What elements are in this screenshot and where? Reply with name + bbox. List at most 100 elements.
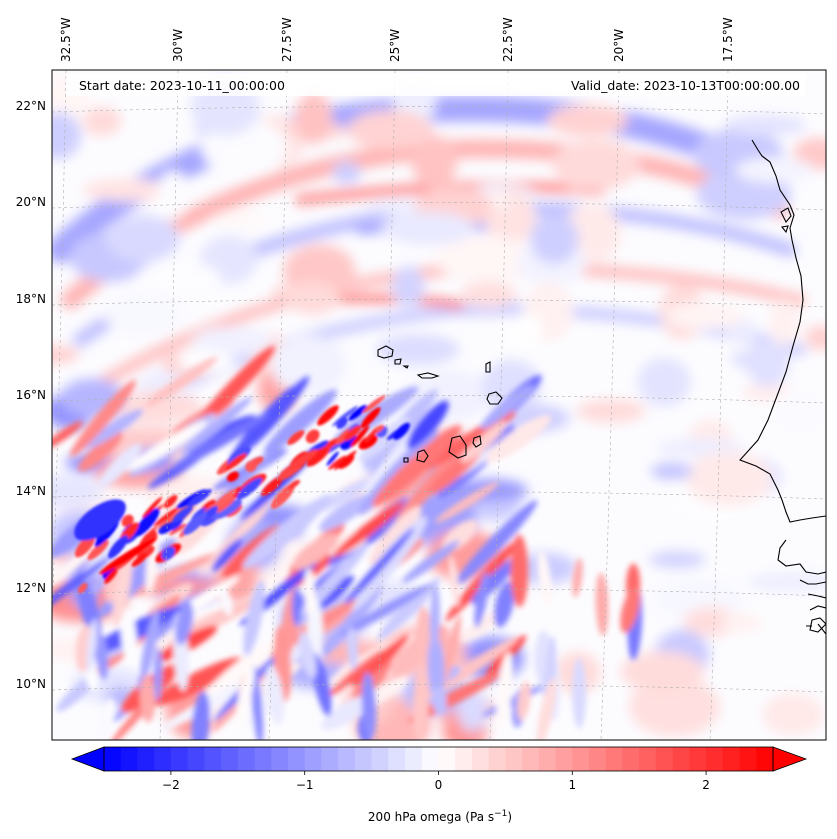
island-santiago xyxy=(448,435,467,459)
coast-islet-1 xyxy=(780,207,792,223)
senegal-gambia-detail xyxy=(799,579,826,585)
colorbar-bin xyxy=(438,747,456,771)
colorbar-bin xyxy=(722,747,741,771)
field-cell xyxy=(287,430,305,445)
field-streak xyxy=(292,533,339,570)
colorbar-bin xyxy=(254,747,272,771)
lat-tick-label: 12°N xyxy=(16,581,46,595)
cape-verde-mauritania-detail xyxy=(777,539,826,575)
field-streak xyxy=(455,500,538,586)
colorbar-bin xyxy=(689,747,707,771)
field-streak xyxy=(211,538,243,572)
colorbar-bin xyxy=(605,747,623,771)
colorbar: −2 −1 0 1 2 200 hPa omega (Pa s−1) xyxy=(70,746,808,824)
field-cell xyxy=(104,568,118,584)
colorbar-bin xyxy=(271,747,289,771)
field-cell xyxy=(161,546,176,561)
field-cell xyxy=(121,514,134,528)
field-blob xyxy=(347,110,433,150)
colorbar-tick-label: −1 xyxy=(296,778,314,792)
colorbar-bin xyxy=(622,747,640,771)
field-cell xyxy=(360,407,381,428)
field-blob xyxy=(103,290,184,335)
field-cell xyxy=(344,425,362,441)
colorbar-bin xyxy=(388,747,406,771)
lat-tick-label: 18°N xyxy=(16,292,46,306)
colorbar-bin xyxy=(338,747,356,771)
field-streak xyxy=(120,607,137,666)
field-cell xyxy=(326,451,339,466)
field-cell xyxy=(183,511,208,535)
colorbar-bin xyxy=(655,747,674,771)
field-streak xyxy=(86,618,98,673)
field-blob xyxy=(375,334,460,366)
field-streak xyxy=(52,421,84,450)
island-sao-vicente xyxy=(394,358,402,365)
colorbar-bin xyxy=(639,747,657,771)
colorbar-tick-label: 1 xyxy=(568,778,576,792)
field-blob xyxy=(457,688,489,733)
colorbar-bin xyxy=(104,747,122,771)
colorbar-bin xyxy=(589,747,607,771)
field-blob xyxy=(768,298,801,347)
field-streak xyxy=(595,572,609,636)
latitude-labels: 22°N 20°N 18°N 16°N 14°N 12°N 10°N xyxy=(16,99,46,691)
field-streak xyxy=(427,634,445,703)
field-blob xyxy=(685,450,773,506)
field-streak xyxy=(191,691,211,740)
colorbar-bin xyxy=(120,747,138,771)
field-cell xyxy=(287,449,318,471)
colorbar-bin xyxy=(237,747,256,771)
field-streak xyxy=(124,420,208,472)
field-streak xyxy=(81,409,144,450)
longitude-labels: 32.5°W 30°W 27.5°W 25°W 22.5°W 20°W 17.5°W xyxy=(59,17,735,62)
field-streak xyxy=(461,609,505,641)
field-blob xyxy=(721,613,763,634)
field-cell xyxy=(393,422,410,440)
field-blob xyxy=(411,135,457,189)
field-cell xyxy=(317,405,339,426)
field-blob xyxy=(637,357,691,407)
omega-field xyxy=(52,71,826,740)
field-blob xyxy=(507,313,543,346)
field-cell xyxy=(332,405,358,427)
field-blob xyxy=(771,389,826,437)
island-sal xyxy=(485,361,491,373)
field-blob xyxy=(650,462,693,480)
field-cell xyxy=(164,494,178,509)
africa-coastline xyxy=(739,139,826,523)
field-streak xyxy=(312,575,355,612)
lat-tick-label: 14°N xyxy=(16,484,46,498)
field-cell xyxy=(169,523,187,536)
field-streak xyxy=(372,425,462,507)
lon-tick-label: 17.5°W xyxy=(721,17,735,62)
field-cell xyxy=(226,471,239,482)
field-cell xyxy=(142,496,163,518)
field-streak xyxy=(474,572,489,628)
field-blob xyxy=(392,266,425,308)
field-streak xyxy=(368,506,422,565)
field-streak xyxy=(251,665,264,740)
field-streak xyxy=(229,385,298,463)
parallel-gridline xyxy=(52,299,826,308)
colorbar-bin xyxy=(170,747,189,771)
colorbar-bin xyxy=(371,747,389,771)
field-blob xyxy=(211,209,268,229)
valid-date-annotation: Valid_date: 2023-10-13T00:00:00.00 xyxy=(571,78,800,93)
field-streak xyxy=(139,675,156,723)
field-blob xyxy=(576,399,646,424)
annotation-band xyxy=(66,74,806,96)
field-streak xyxy=(572,557,583,598)
field-streak xyxy=(95,633,109,680)
coastlines xyxy=(377,139,826,635)
colorbar-bin xyxy=(187,747,205,771)
lat-tick-label: 16°N xyxy=(16,388,46,402)
field-streak xyxy=(517,681,531,721)
parallel-gridline xyxy=(52,588,826,597)
field-streak xyxy=(233,505,269,540)
field-cell xyxy=(230,486,245,498)
field-streak xyxy=(340,584,432,636)
field-streak xyxy=(94,698,115,740)
field-blob xyxy=(52,111,82,160)
